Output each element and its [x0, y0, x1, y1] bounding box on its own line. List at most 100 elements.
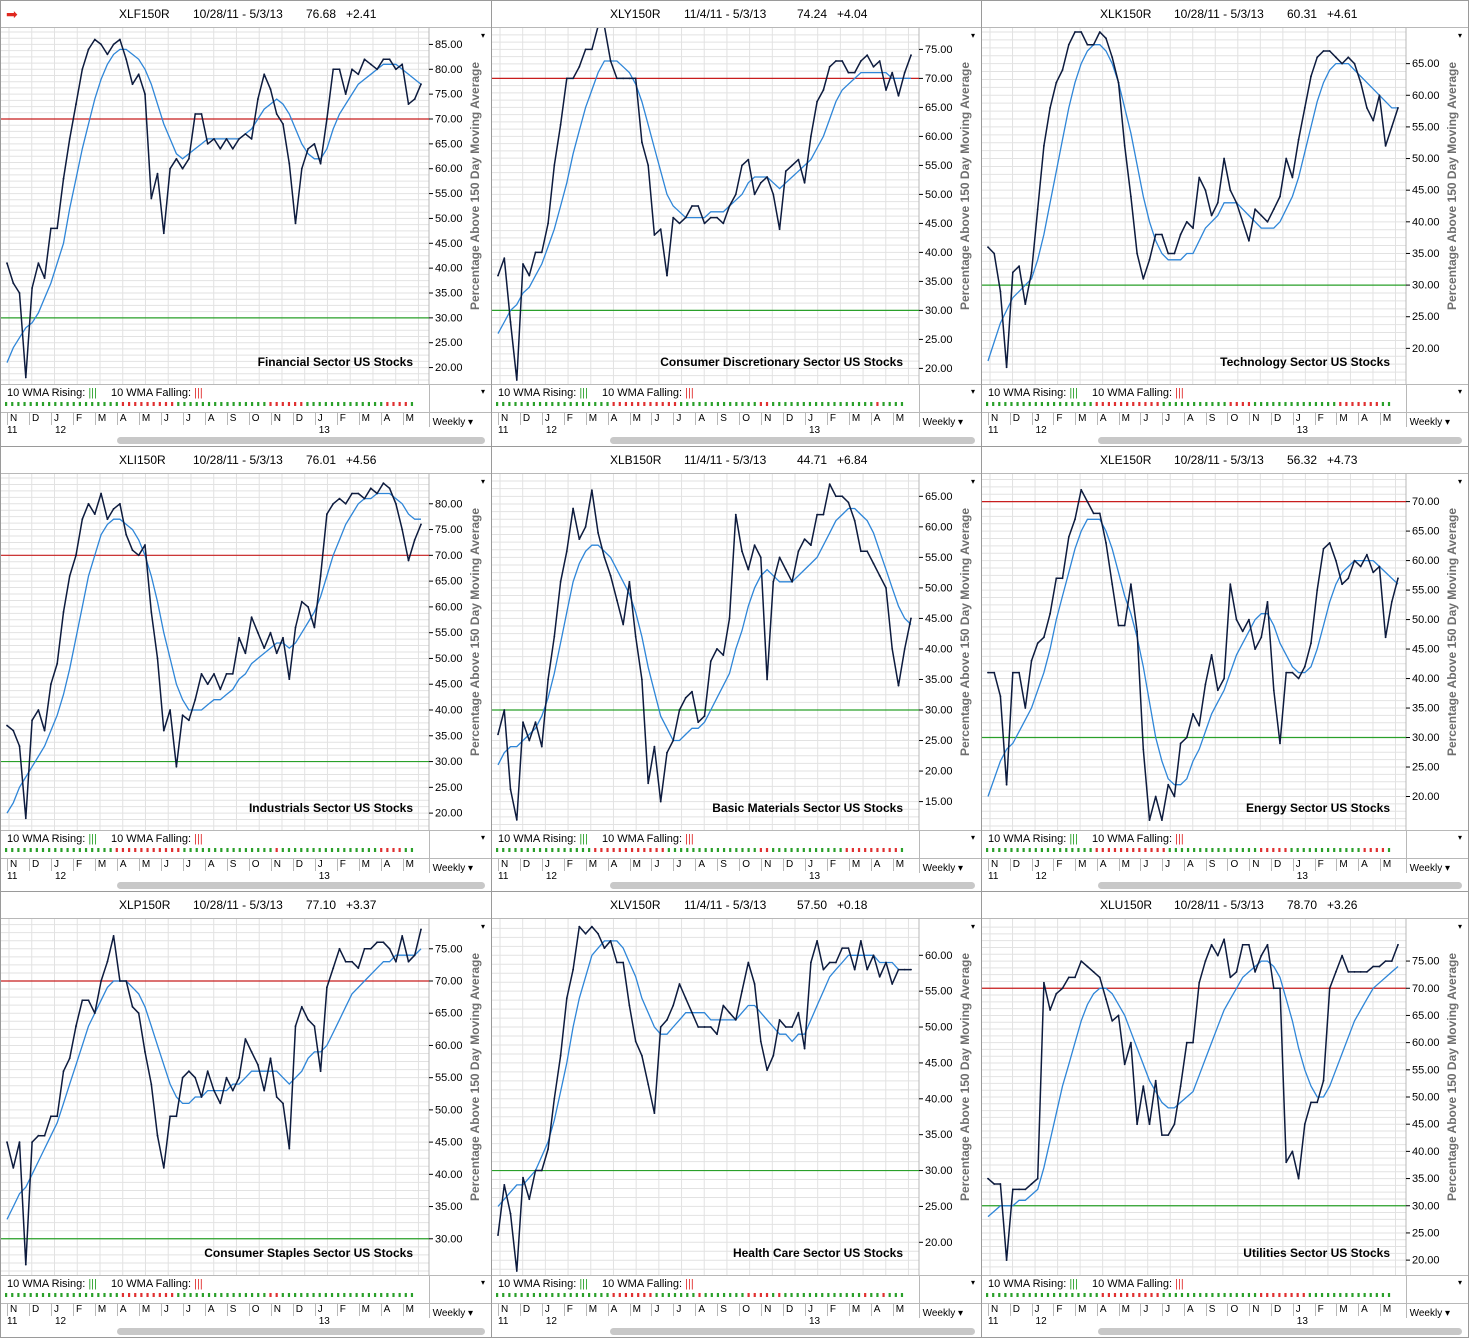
- y-tick-label: 30.00: [925, 305, 953, 317]
- time-axis-line: [919, 859, 920, 873]
- falling-dot: [1144, 402, 1147, 406]
- period-selector[interactable]: Weekly ▾: [922, 417, 963, 428]
- horizontal-scrollbar[interactable]: [610, 882, 975, 889]
- y-tick-label: 65.00: [925, 102, 953, 114]
- chart-menu-arrow-icon[interactable]: ▾: [1458, 31, 1462, 40]
- rising-dot: [355, 1293, 358, 1297]
- period-selector[interactable]: Weekly ▾: [922, 863, 963, 874]
- horizontal-scrollbar[interactable]: [117, 882, 485, 889]
- year-label: 11: [988, 871, 999, 882]
- horizontal-scrollbar[interactable]: [117, 437, 485, 444]
- month-label: M: [138, 1304, 161, 1316]
- rising-dot: [722, 848, 726, 852]
- data-point: [75, 1025, 77, 1027]
- y-tick-label: 40.00: [435, 263, 463, 275]
- horizontal-scrollbar[interactable]: [1098, 882, 1462, 889]
- last-value-label: 74.24: [797, 7, 828, 21]
- rising-dot: [588, 848, 591, 852]
- symbol-label: XLF150R: [119, 7, 170, 21]
- data-point: [722, 222, 725, 225]
- period-selector[interactable]: Weekly ▾: [432, 1308, 473, 1319]
- rising-dot: [845, 1293, 848, 1297]
- month-label: A: [1358, 859, 1380, 871]
- wma-falling-label: 10 WMA Falling: |||: [111, 387, 203, 399]
- grid: [982, 919, 1406, 1275]
- data-point: [766, 1069, 768, 1071]
- data-point: [734, 513, 737, 516]
- y-tick-label: 50.00: [1412, 153, 1440, 165]
- chart-menu-arrow-icon[interactable]: ▾: [1458, 922, 1462, 931]
- chart-menu-arrow-icon[interactable]: ▾: [1458, 477, 1462, 486]
- month-label: J: [160, 1304, 183, 1316]
- data-point: [93, 1012, 96, 1015]
- period-selector[interactable]: Weekly ▾: [1409, 863, 1450, 874]
- chart-menu-arrow-icon[interactable]: ▾: [481, 31, 485, 40]
- month-label: J: [1140, 859, 1162, 871]
- chart-menu-arrow-icon[interactable]: ▾: [971, 477, 975, 486]
- horizontal-scrollbar[interactable]: [610, 1328, 975, 1335]
- indicator-menu-arrow-icon[interactable]: ▾: [480, 387, 485, 396]
- month-label: M: [848, 413, 871, 425]
- data-point: [181, 167, 184, 170]
- data-point: [1173, 252, 1176, 255]
- rising-dot: [796, 848, 799, 852]
- y-tick-label: 35.00: [925, 276, 953, 288]
- rising-dot: [722, 402, 726, 406]
- falling-dot: [140, 402, 143, 406]
- falling-dot: [1284, 848, 1287, 852]
- chart-menu-arrow-icon[interactable]: ▾: [481, 922, 485, 931]
- rising-dot: [1065, 402, 1068, 406]
- rising-dot: [827, 402, 830, 406]
- data-point: [1117, 81, 1120, 84]
- month-label: O: [248, 413, 271, 425]
- indicator-menu-arrow-icon[interactable]: ▾: [480, 1278, 485, 1287]
- data-point: [382, 58, 385, 61]
- indicator-menu-arrow-icon[interactable]: ▾: [970, 1278, 975, 1287]
- month-label: O: [248, 859, 271, 871]
- data-point: [503, 257, 506, 260]
- horizontal-scrollbar[interactable]: [1098, 437, 1462, 444]
- month-label: F: [1314, 413, 1337, 425]
- horizontal-scrollbar[interactable]: [610, 437, 975, 444]
- rising-dot: [66, 848, 69, 852]
- period-selector[interactable]: Weekly ▾: [432, 417, 473, 428]
- data-point: [338, 947, 341, 950]
- y-tick-label: 55.00: [1412, 1064, 1440, 1076]
- month-label: D: [292, 413, 315, 425]
- rising-dot: [11, 1293, 14, 1297]
- falling-mark: |||: [1175, 833, 1184, 845]
- data-point: [697, 1026, 700, 1028]
- y-tick-label: 55.00: [925, 552, 953, 564]
- chart-menu-arrow-icon[interactable]: ▾: [481, 477, 485, 486]
- y-tick-label: 50.00: [925, 1022, 953, 1034]
- horizontal-scrollbar[interactable]: [1098, 1328, 1462, 1335]
- indicator-menu-arrow-icon[interactable]: ▾: [970, 833, 975, 842]
- chart-menu-arrow-icon[interactable]: ▾: [971, 922, 975, 931]
- data-point: [903, 71, 906, 74]
- wma-indicator-strip: 10 WMA Rising: ||| 10 WMA Falling: ||| ▾: [982, 1275, 1468, 1304]
- rising-dot: [1302, 402, 1305, 406]
- period-selector[interactable]: Weekly ▾: [1409, 1308, 1450, 1319]
- falling-dot: [152, 402, 155, 406]
- indicator-menu-arrow-icon[interactable]: ▾: [480, 833, 485, 842]
- period-selector[interactable]: Weekly ▾: [432, 863, 473, 874]
- indicator-menu-arrow-icon[interactable]: ▾: [1457, 387, 1462, 396]
- rising-dot: [263, 1293, 266, 1297]
- data-point: [200, 113, 203, 115]
- rising-dot: [569, 1293, 572, 1297]
- data-point: [225, 138, 228, 140]
- indicator-menu-arrow-icon[interactable]: ▾: [970, 387, 975, 396]
- rising-dot: [1071, 402, 1074, 406]
- data-point: [622, 961, 625, 964]
- period-selector[interactable]: Weekly ▾: [1409, 417, 1450, 428]
- period-selector[interactable]: Weekly ▾: [922, 1308, 963, 1319]
- rising-dot: [1381, 402, 1385, 406]
- chart-menu-arrow-icon[interactable]: ▾: [971, 31, 975, 40]
- month-label: N: [988, 859, 1010, 871]
- indicator-menu-arrow-icon[interactable]: ▾: [1457, 833, 1462, 842]
- month-label: J: [541, 859, 564, 871]
- falling-dot: [1363, 402, 1366, 406]
- month-label: F: [826, 413, 849, 425]
- indicator-menu-arrow-icon[interactable]: ▾: [1457, 1278, 1462, 1287]
- horizontal-scrollbar[interactable]: [117, 1328, 485, 1335]
